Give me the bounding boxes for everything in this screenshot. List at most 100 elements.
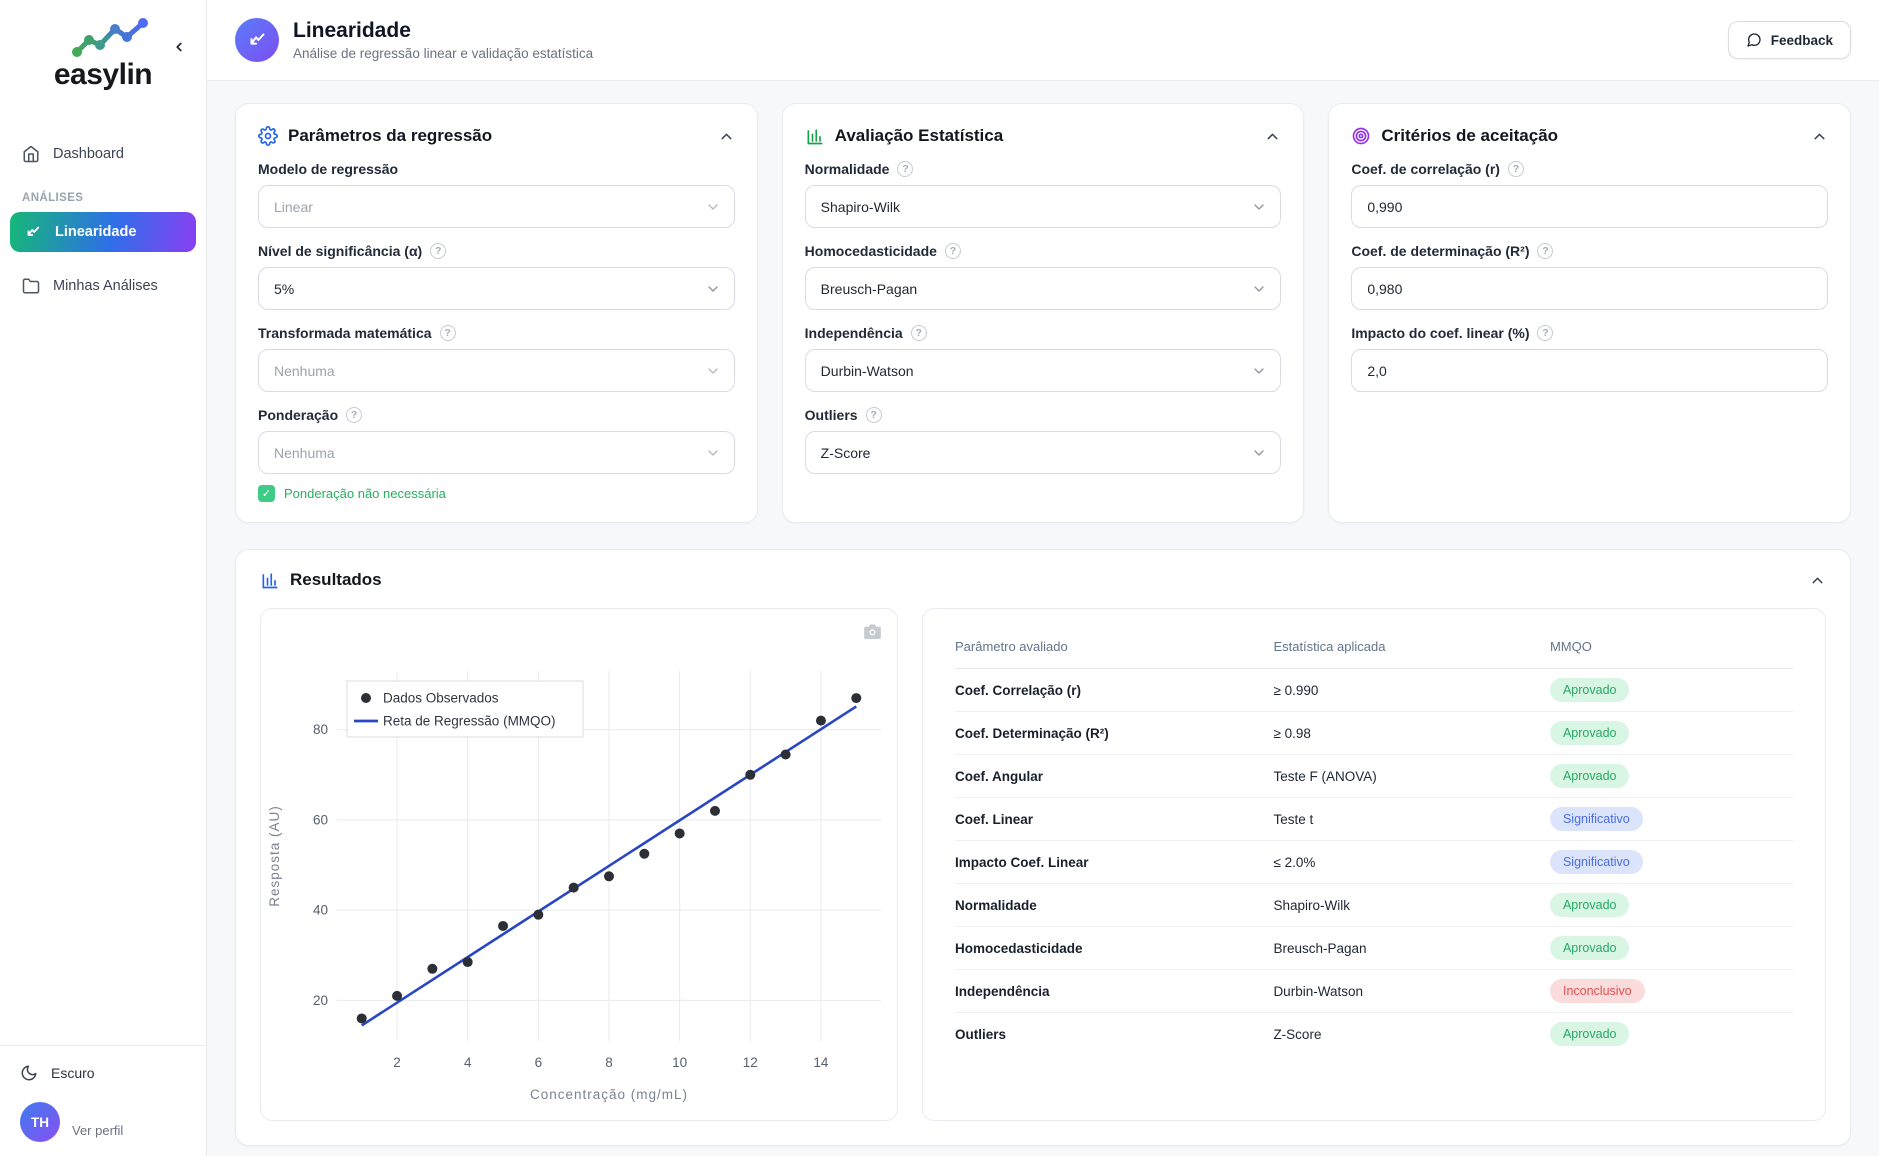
page-subtitle: Análise de regressão linear e validação … (293, 45, 594, 61)
field-label: Modelo de regressão (258, 161, 399, 177)
modelo-regressao-select[interactable]: Linear (258, 185, 735, 228)
card-avaliacao-estatistica: Avaliação Estatística Normalidade? Shapi… (781, 103, 1305, 523)
param-cell: Coef. Correlação (r) (955, 668, 1274, 712)
help-icon[interactable]: ? (897, 161, 914, 177)
target-icon (1353, 127, 1370, 145)
chevron-up-icon (1812, 577, 1823, 583)
help-icon[interactable]: ? (865, 407, 882, 423)
select-value: Shapiro-Wilk (820, 198, 901, 215)
sidebar-item-dashboard[interactable]: Dashboard (0, 134, 206, 174)
camera-icon (864, 624, 881, 639)
transformada-select[interactable]: Nenhuma (258, 349, 735, 392)
stat-cell: Teste F (ANOVA) (1273, 754, 1550, 798)
svg-text:14: 14 (813, 1055, 829, 1070)
help-icon[interactable]: ? (1537, 325, 1554, 341)
normalidade-select[interactable]: Shapiro-Wilk (804, 185, 1282, 228)
svg-text:40: 40 (313, 903, 328, 918)
svg-text:Resposta (AU): Resposta (AU) (267, 805, 282, 907)
table-row: Homocedasticidade Breusch-Pagan Aprovado (955, 926, 1793, 970)
regression-chart-panel[interactable]: 2 4 6 8 10 12 14 20 40 60 80 Concentração (mg/mL) Re… (260, 608, 898, 1121)
home-icon (23, 145, 39, 163)
collapse-card-button[interactable] (1264, 128, 1281, 145)
help-icon[interactable]: ? (439, 325, 456, 341)
homocedasticidade-select[interactable]: Breusch-Pagan (804, 267, 1282, 310)
outliers-select[interactable]: Z-Score (804, 431, 1282, 474)
independencia-select[interactable]: Durbin-Watson (804, 349, 1282, 392)
coef-determinacao-input[interactable]: 0,980 (1351, 267, 1829, 310)
field-label: Ponderação (258, 407, 339, 423)
nivel-significancia-select[interactable]: 5% (258, 267, 735, 310)
table-row: Coef. Correlação (r) ≥ 0.990 Aprovado (955, 668, 1793, 712)
column-header-parametro: Parâmetro avaliado (955, 631, 1274, 669)
ponderacao-select[interactable]: Nenhuma (258, 431, 735, 474)
help-icon[interactable]: ? (1507, 161, 1524, 177)
table-row: Outliers Z-Score Aprovado (955, 1013, 1793, 1056)
card-criterios-aceitacao: Critérios de aceitação Coef. de correlaç… (1328, 103, 1852, 523)
svg-text:Concentração (mg/mL): Concentração (mg/mL) (530, 1087, 688, 1102)
impacto-coef-linear-input[interactable]: 2,0 (1351, 349, 1829, 392)
table-row: Independência Durbin-Watson Inconclusivo (955, 969, 1793, 1013)
download-chart-button[interactable] (862, 621, 883, 642)
sidebar-nav: Dashboard ANÁLISES Linearidade Minhas An… (0, 134, 206, 306)
select-value: Linear (274, 198, 313, 215)
card-title: Avaliação Estatística (834, 126, 1004, 145)
help-icon[interactable]: ? (1537, 243, 1554, 259)
theme-toggle[interactable]: Escuro (20, 1064, 186, 1082)
content: Parâmetros da regressão Modelo de regres… (207, 81, 1879, 1156)
help-icon[interactable]: ? (910, 325, 927, 341)
select-value: Z-Score (820, 444, 871, 461)
param-cell: Coef. Determinação (R²) (955, 711, 1274, 755)
help-icon[interactable]: ? (346, 407, 363, 423)
chevron-down-icon (708, 203, 718, 210)
chevron-down-icon (708, 285, 718, 292)
param-cell: Normalidade (955, 883, 1274, 927)
checkbox-checked-icon[interactable]: ✓ (258, 485, 275, 502)
feedback-button[interactable]: Feedback (1727, 21, 1851, 59)
chevron-down-icon (708, 367, 718, 374)
trending-down-left-icon (27, 226, 40, 236)
folder-icon (22, 278, 40, 294)
param-cell: Homocedasticidade (955, 926, 1274, 970)
stat-cell: ≥ 0.990 (1273, 668, 1550, 712)
status-badge: Aprovado (1549, 1022, 1630, 1046)
coef-correlacao-input[interactable]: 0,990 (1351, 185, 1829, 228)
status-badge: Significativo (1549, 807, 1643, 831)
help-icon[interactable]: ? (944, 243, 961, 259)
profile-link[interactable]: TH Ver perfil (20, 1102, 186, 1142)
sidebar: easylin Dashboard ANÁLISES Linearidade M… (0, 0, 207, 1156)
chevron-down-icon (1254, 285, 1265, 292)
logo-zigzag-icon (72, 18, 148, 57)
collapse-results-button[interactable] (1809, 572, 1826, 589)
card-title: Parâmetros da regressão (288, 126, 493, 145)
help-icon[interactable]: ? (430, 243, 447, 259)
results-table: Parâmetro avaliado Estatística aplicada … (955, 631, 1793, 1055)
status-badge: Aprovado (1549, 678, 1630, 702)
field-label: Transformada matemática (258, 325, 432, 341)
input-value: 0,980 (1367, 280, 1403, 297)
stat-cell: ≤ 2.0% (1273, 840, 1550, 884)
page-title-block: Linearidade Análise de regressão linear … (293, 19, 593, 60)
status-badge: Aprovado (1549, 764, 1630, 788)
feedback-label: Feedback (1770, 32, 1833, 48)
chevron-down-icon (1254, 367, 1265, 374)
sidebar-collapse-button[interactable] (168, 36, 190, 58)
select-value: 5% (274, 280, 295, 297)
select-value: Nenhuma (274, 362, 335, 379)
stat-cell: Shapiro-Wilk (1273, 883, 1550, 927)
sidebar-item-linearidade[interactable]: Linearidade (10, 212, 196, 252)
collapse-card-button[interactable] (718, 128, 735, 145)
column-header-estatistica: Estatística aplicada (1273, 631, 1550, 669)
select-value: Nenhuma (274, 444, 335, 461)
sidebar-item-label: Dashboard (53, 146, 124, 162)
avatar[interactable]: TH (20, 1102, 60, 1142)
collapse-card-button[interactable] (1811, 128, 1828, 145)
status-badge: Significativo (1549, 850, 1643, 874)
stat-cell: Durbin-Watson (1273, 969, 1550, 1013)
sidebar-item-minhas-analises[interactable]: Minhas Análises (0, 266, 206, 306)
table-row: Coef. Angular Teste F (ANOVA) Aprovado (955, 754, 1793, 798)
page-title: Linearidade (293, 19, 411, 43)
chevron-left-icon (176, 42, 182, 52)
svg-text:6: 6 (535, 1055, 543, 1070)
ponderacao-checkbox-row[interactable]: ✓ Ponderação não necessária (258, 485, 735, 502)
table-row: Normalidade Shapiro-Wilk Aprovado (955, 883, 1793, 927)
